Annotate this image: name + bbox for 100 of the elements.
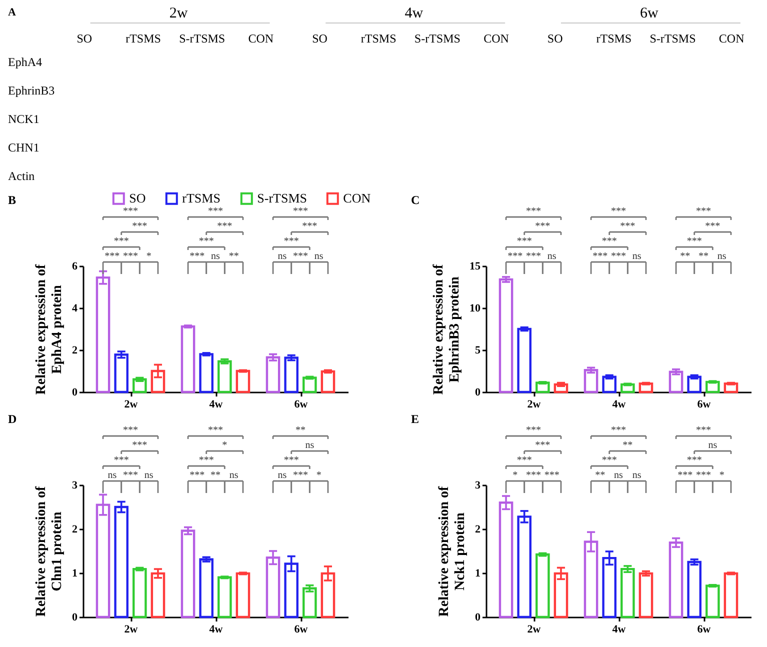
text: ns [144,470,154,481]
category-label: Actin [8,168,35,183]
text: * [719,470,724,481]
chart-title: B [8,193,16,207]
text: ns [314,251,324,262]
bar [236,572,250,618]
text: *** [686,236,702,247]
y-axis-title: Relative expression of EphrinB3 protein [432,264,462,395]
text: *** [190,251,205,262]
category-label: CHN1 [8,140,40,154]
y-tick-label: 1 [475,568,480,580]
category-label: CON [484,32,510,46]
text: *** [132,440,148,451]
text: *** [535,221,550,232]
text: *** [686,455,702,466]
text: ** [210,470,220,481]
x-tick-label: 4w [612,398,626,410]
x-tick-label: 6w [294,624,308,636]
text: ** [296,425,306,436]
category-label: EphA4 [8,55,42,70]
text: ns [305,440,314,451]
bar [114,506,128,618]
text: ns [229,470,238,481]
bar [284,356,298,394]
bar [602,556,616,618]
bar [668,370,684,394]
bar [302,376,317,394]
legend-label: rTSMS [182,190,220,206]
y-tick-label: 0 [72,612,78,624]
x-tick-label: 2w [124,398,138,410]
text: 2w [169,6,188,22]
text: *** [293,470,308,481]
y-axis-title: Relative expression of EphA4 protein [34,264,65,395]
bar [620,568,635,618]
y-tick-label: 0 [475,386,481,398]
bar [687,376,702,394]
legend-label: SO [129,190,146,206]
text: ** [680,251,690,262]
x-tick-label: 6w [697,624,711,636]
text: *** [535,440,550,451]
text: * [146,251,152,262]
bar [199,558,214,618]
bar [302,587,317,618]
text: ns [108,470,117,481]
bar [114,354,128,394]
x-tick-label: 2w [527,398,541,410]
legend-label: S-rTSMS [257,190,308,206]
y-tick-label: 2 [475,524,481,536]
text: *** [696,470,711,481]
text: *** [516,236,532,247]
bar [517,516,532,618]
text: 6w [640,6,659,22]
y-tick-label: 2 [72,524,78,536]
y-tick-label: 10 [470,302,481,314]
bar [266,356,280,394]
category-label: CON [248,32,274,46]
bar [180,325,196,394]
text: *** [208,425,223,436]
text: *** [123,470,138,481]
text: ns [717,251,726,262]
category-label: S-rTSMS [414,32,460,46]
y-tick-label: 15 [470,260,481,272]
category-label: EphrinB3 [8,84,55,98]
chart-title: D [8,412,17,426]
x-tick-label: 4w [612,624,626,636]
text: ns [547,251,556,262]
text: *** [526,470,541,481]
text: *** [293,206,308,217]
bar [132,568,147,618]
y-axis-title: Relative expression of Chn1 protein [34,486,65,617]
text: ns [278,251,287,262]
bar [724,572,738,618]
x-tick-label: 6w [697,398,711,410]
bar [638,572,654,618]
category-label: SO [547,32,564,46]
x-tick-label: 4w [209,624,223,636]
text: *** [114,236,129,247]
bar [706,380,720,394]
bar [218,576,232,618]
text: *** [190,470,205,481]
text: *** [526,206,541,217]
text: * [316,470,322,481]
text: *** [284,236,299,247]
text: *** [293,251,308,262]
bar [180,530,196,618]
text: * [222,440,228,451]
text: *** [602,455,617,466]
y-tick-label: 1 [72,568,78,580]
text: * [512,470,518,481]
bar [320,370,336,394]
text: *** [302,221,318,232]
category-label: S-rTSMS [650,32,696,46]
bar [536,553,550,618]
text: ns [708,440,718,451]
bar [602,376,616,394]
y-tick-label: 3 [72,480,78,492]
text: 4w [404,6,424,22]
y-tick-label: 5 [475,344,481,356]
text: *** [217,221,232,232]
chart-title: E [411,412,420,426]
